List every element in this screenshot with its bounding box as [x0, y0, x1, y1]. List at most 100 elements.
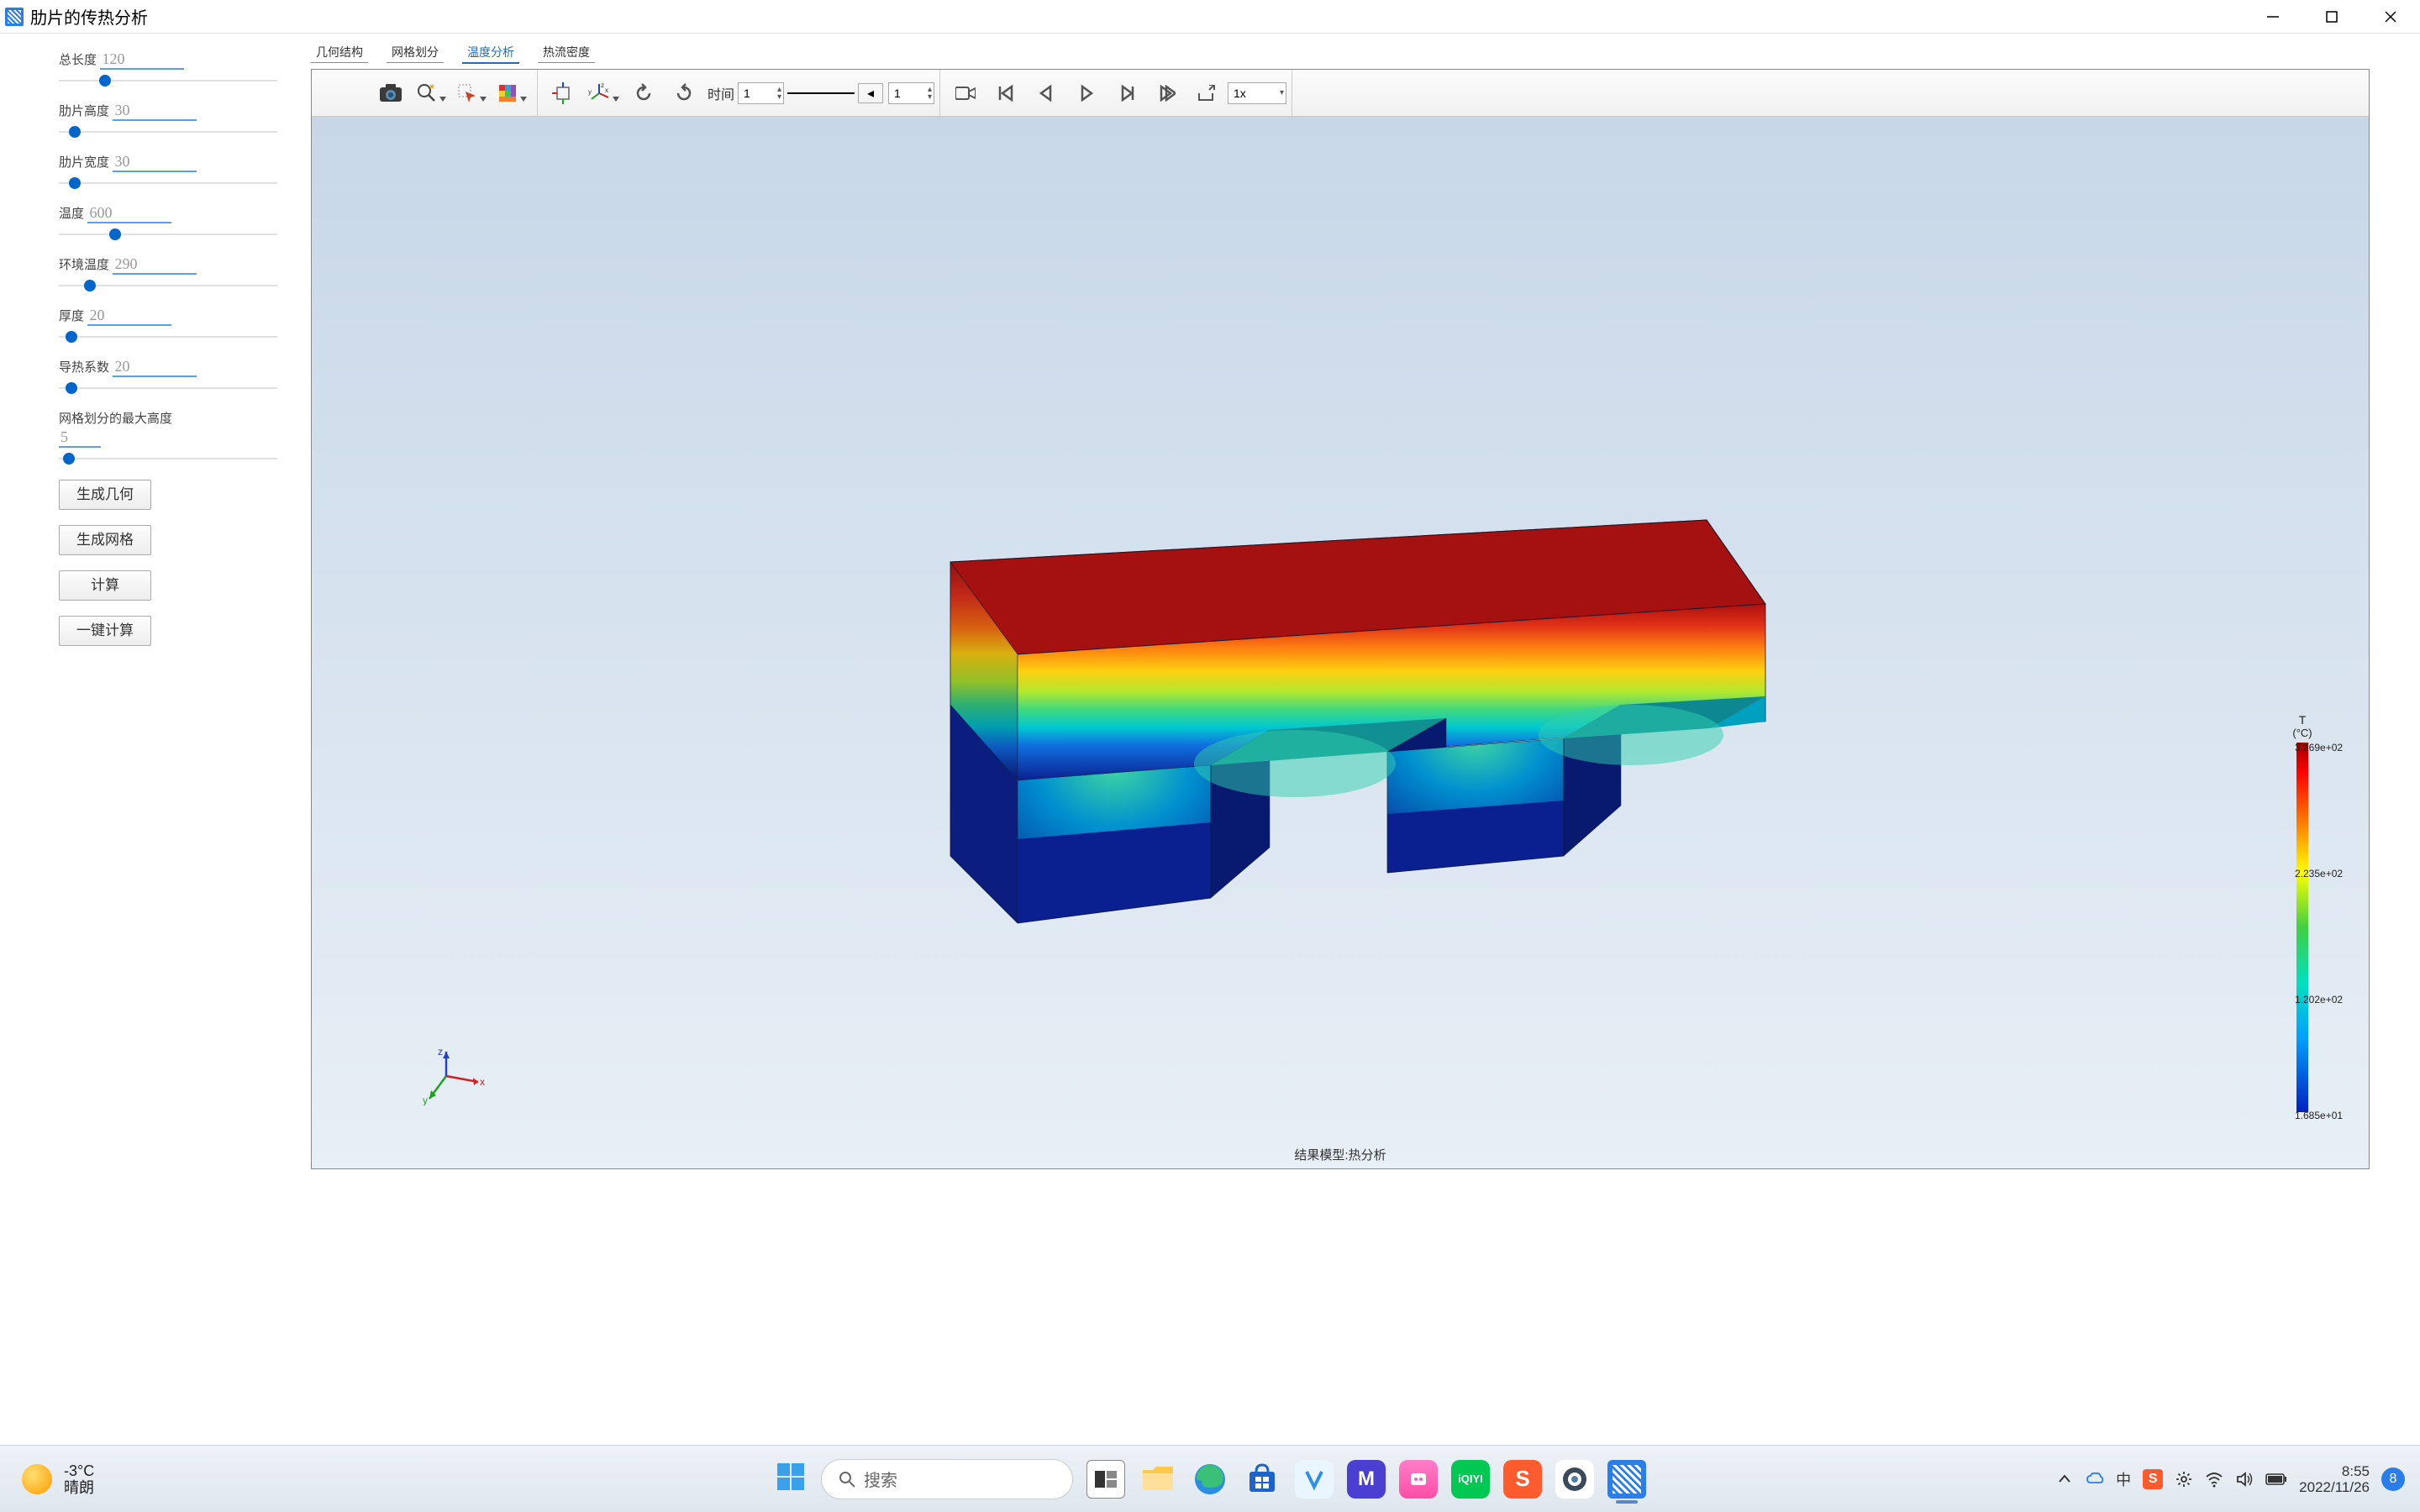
svg-text:y: y — [588, 88, 592, 96]
volume-icon[interactable] — [2235, 1470, 2254, 1488]
app-pink-icon[interactable] — [1399, 1460, 1438, 1499]
tray-chevron-icon[interactable] — [2055, 1470, 2074, 1488]
slider-thumb[interactable] — [84, 280, 96, 291]
toolbar-group-view — [366, 70, 538, 116]
skip-first-button[interactable] — [989, 76, 1023, 110]
line-value: 1 — [894, 87, 901, 100]
legend-unit: (°C) — [2265, 727, 2340, 739]
time-slider-track[interactable] — [787, 92, 855, 94]
param-input[interactable]: 600 — [87, 204, 171, 223]
body-area: 总长度 120肋片高度 30肋片宽度 30温度 600环境温度 290厚度 20… — [0, 34, 2420, 1445]
toolbar-group-playback: 1x▾ — [940, 70, 1292, 116]
play-button[interactable] — [1070, 76, 1103, 110]
slider-thumb[interactable] — [99, 75, 111, 87]
weather-icon[interactable] — [22, 1464, 52, 1494]
skip-last-button[interactable] — [1150, 76, 1184, 110]
box-axes-button[interactable] — [546, 76, 580, 110]
rotate-cw-button[interactable] — [667, 76, 701, 110]
param-slider[interactable] — [59, 172, 277, 181]
param-slider[interactable] — [59, 121, 277, 129]
speed-selector[interactable]: 1x▾ — [1228, 82, 1286, 104]
slider-thumb[interactable] — [63, 453, 75, 465]
store-icon[interactable] — [1243, 1460, 1281, 1499]
svg-text:z: z — [601, 82, 604, 89]
frame-prev-button[interactable] — [1029, 76, 1063, 110]
taskview-icon[interactable] — [1086, 1460, 1125, 1499]
gen-mesh-button[interactable]: 生成网格 — [59, 525, 151, 555]
start-button[interactable] — [774, 1460, 808, 1498]
zoom-fit-button[interactable] — [414, 76, 448, 110]
gen-geometry-button[interactable]: 生成几何 — [59, 480, 151, 510]
color-scheme-button[interactable] — [495, 76, 529, 110]
tray-settings-icon[interactable] — [2175, 1470, 2193, 1488]
tray-cloud-icon[interactable] — [2086, 1470, 2104, 1488]
selection-mode-button[interactable] — [455, 76, 488, 110]
y-axis-label: y — [423, 1095, 428, 1105]
file-explorer-icon[interactable] — [1139, 1460, 1177, 1499]
param-slider[interactable] — [59, 326, 277, 334]
camera-snapshot-button[interactable] — [374, 76, 408, 110]
param-slider[interactable] — [59, 223, 277, 232]
notification-badge[interactable]: 8 — [2381, 1467, 2405, 1491]
taskbar-search[interactable]: 搜索 — [821, 1459, 1073, 1499]
axes-xyz-button[interactable]: xyz — [587, 76, 620, 110]
sogou-tray-icon[interactable]: S — [2143, 1469, 2163, 1489]
param-input[interactable]: 290 — [113, 255, 197, 275]
sogou-app-icon[interactable]: S — [1503, 1460, 1542, 1499]
one-click-button[interactable]: 一键计算 — [59, 616, 151, 646]
time-spinner[interactable]: 1▴▾ — [738, 82, 784, 104]
battery-icon[interactable] — [2265, 1473, 2287, 1485]
frame-next-button[interactable] — [1110, 76, 1144, 110]
iqiyi-icon[interactable]: iQIYI — [1451, 1460, 1490, 1499]
time-slider-end[interactable]: ◂ — [858, 83, 883, 103]
wifi-icon[interactable] — [2205, 1470, 2223, 1488]
app-v-icon[interactable] — [1295, 1460, 1334, 1499]
param-slider[interactable] — [59, 448, 277, 456]
thermal-model — [850, 453, 1774, 995]
export-animation-button[interactable] — [1191, 76, 1224, 110]
param-slider[interactable] — [59, 275, 277, 283]
rotate-ccw-button[interactable] — [627, 76, 660, 110]
param-input[interactable]: 120 — [100, 50, 184, 70]
app-icon — [5, 8, 24, 26]
param-label: 厚度 — [59, 307, 84, 324]
param-slider[interactable] — [59, 377, 277, 386]
minimize-button[interactable] — [2244, 0, 2302, 34]
ime-indicator[interactable]: 中 — [2116, 1468, 2131, 1490]
taskbar-clock[interactable]: 8:55 2022/11/26 — [2299, 1463, 2370, 1495]
slider-thumb[interactable] — [69, 126, 81, 138]
param-slider[interactable] — [59, 70, 277, 78]
tab-0[interactable]: 几何结构 — [311, 42, 368, 63]
line-spinner[interactable]: 1▴▾ — [888, 82, 934, 104]
weather-widget[interactable]: -3°C 晴朗 — [64, 1462, 94, 1496]
time-value: 1 — [744, 87, 750, 100]
browser2-icon[interactable] — [1555, 1460, 1594, 1499]
titlebar: 肋片的传热分析 — [0, 0, 2420, 34]
param-row-7: 网格划分的最大高度 5 — [59, 409, 277, 456]
slider-thumb[interactable] — [66, 331, 77, 343]
param-input[interactable]: 20 — [87, 307, 171, 326]
param-input[interactable]: 30 — [113, 153, 197, 172]
close-button[interactable] — [2361, 0, 2420, 34]
app-m-icon[interactable]: M — [1347, 1460, 1386, 1499]
param-input[interactable]: 30 — [113, 102, 197, 121]
slider-thumb[interactable] — [66, 382, 77, 394]
maximize-button[interactable] — [2302, 0, 2361, 34]
slider-thumb[interactable] — [69, 177, 81, 189]
slider-thumb[interactable] — [109, 228, 121, 240]
time-label: 时间 — [708, 83, 734, 103]
tab-2[interactable]: 温度分析 — [462, 42, 519, 64]
window-controls — [2244, 0, 2420, 34]
tab-3[interactable]: 热流密度 — [538, 42, 595, 63]
param-input[interactable]: 20 — [113, 358, 197, 377]
edge-browser-icon[interactable] — [1191, 1460, 1229, 1499]
tab-1[interactable]: 网格划分 — [387, 42, 444, 63]
legend-tick: 3.269e+02 — [2295, 742, 2343, 753]
param-label: 网格划分的最大高度 — [59, 409, 277, 427]
3d-canvas[interactable]: x y z T (°C) 3.269e+022.235e+021.202e+02… — [312, 117, 2369, 1168]
current-app-taskbar-icon[interactable] — [1607, 1460, 1646, 1499]
record-button[interactable] — [949, 76, 982, 110]
param-input[interactable]: 5 — [59, 428, 101, 448]
compute-button[interactable]: 计算 — [59, 570, 151, 601]
toolbar-group-orient: xyz 时间 1▴▾ ◂ 1▴▾ — [538, 70, 940, 116]
